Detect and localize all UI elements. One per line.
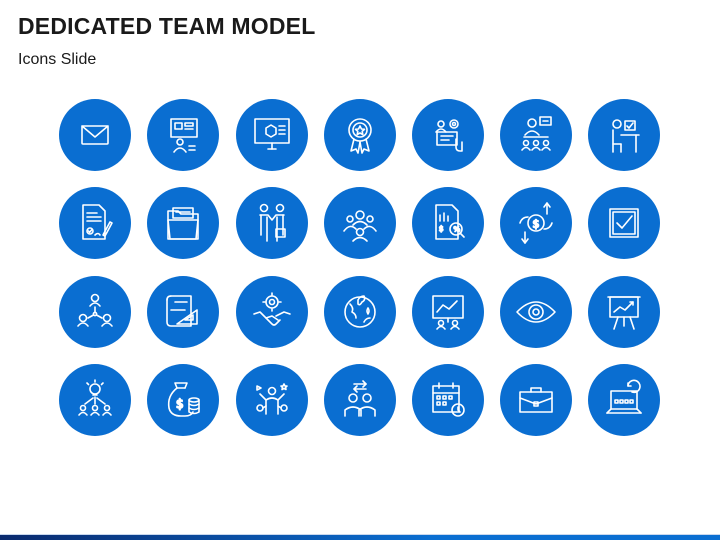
laptop-refresh-icon: [588, 364, 660, 436]
team-network-icon: [59, 276, 131, 348]
svg-text:%: %: [454, 226, 461, 234]
footer-line: [0, 534, 720, 535]
folder-documents-icon: [147, 187, 219, 259]
presentation-chart-icon: [588, 276, 660, 348]
svg-text:$: $: [533, 218, 540, 231]
idea-team-icon: [59, 364, 131, 436]
monitor-cube-icon: [236, 99, 308, 171]
presenter-audience-icon: [500, 99, 572, 171]
eye-icon: [500, 276, 572, 348]
team-group-icon: [324, 187, 396, 259]
financial-analysis-icon: $%: [412, 187, 484, 259]
worker-desk-icon: [588, 99, 660, 171]
blueprint-drafting-icon: [147, 276, 219, 348]
slide-subtitle: Icons Slide: [18, 51, 97, 68]
multitasking-person-icon: [236, 364, 308, 436]
money-exchange-icon: $: [500, 187, 572, 259]
footer-bar: [0, 535, 720, 540]
award-badge-icon: [324, 99, 396, 171]
svg-text:$: $: [439, 225, 443, 233]
calendar-clock-icon: [412, 364, 484, 436]
people-exchange-icon: [324, 364, 396, 436]
svg-text:$: $: [176, 397, 184, 411]
contract-sign-icon: [59, 187, 131, 259]
monitor-team-icon: [412, 276, 484, 348]
money-bag-coins-icon: $: [147, 364, 219, 436]
handshake-gear-icon: [236, 276, 308, 348]
global-locations-icon: [324, 276, 396, 348]
presentation-screen-team-icon: [147, 99, 219, 171]
envelope-icon: [59, 99, 131, 171]
checkbox-icon: [588, 187, 660, 259]
computer-settings-user-icon: [412, 99, 484, 171]
slide-title: DEDICATED TEAM MODEL: [18, 13, 316, 39]
briefcase-icon: [500, 364, 572, 436]
business-handshake-people-icon: [236, 187, 308, 259]
